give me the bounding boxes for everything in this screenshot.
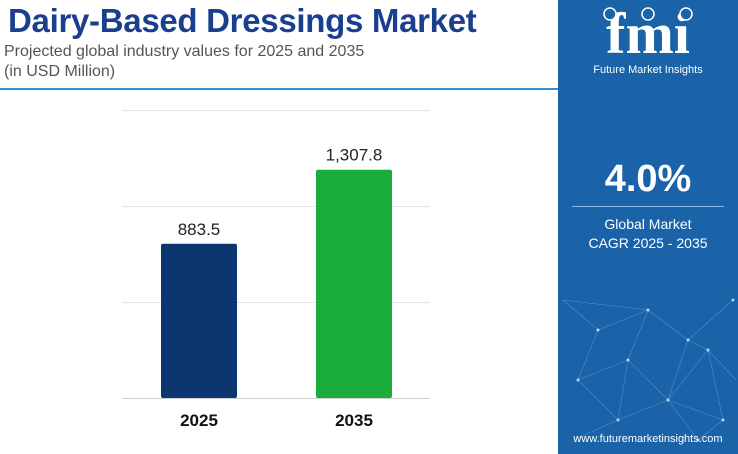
logo-subtitle: Future Market Insights: [593, 64, 703, 76]
title-divider: [0, 88, 558, 90]
chart-title: Dairy-Based Dressings Market: [8, 2, 477, 39]
x-tick-label-2035: 2035: [335, 411, 373, 430]
side-panel: fmi Future Market Insights 4.0% Global M…: [558, 0, 738, 454]
cagr-label-line2: CAGR 2025 - 2035: [588, 235, 708, 251]
cagr-value: 4.0%: [604, 158, 692, 200]
cagr-label-line1: Global Market: [604, 216, 692, 232]
x-tick-label-2025: 2025: [180, 411, 218, 430]
chart-unit-label: (in USD Million): [4, 63, 116, 80]
bar-2025: [161, 243, 237, 398]
website-url[interactable]: www.futuremarketinsights.com: [573, 433, 723, 445]
data-label-2035: 1,307.8: [326, 146, 383, 165]
chart-subtitle: Projected global industry values for 202…: [4, 43, 365, 60]
data-label-2025: 883.5: [178, 220, 221, 239]
fmi-logo: fmi: [603, 6, 693, 58]
bar-chart: 883.5 2025 1,307.8 2035: [122, 110, 430, 430]
network-background-graphic: [562, 298, 737, 442]
bar-2035: [316, 169, 392, 398]
cagr-divider: [572, 206, 724, 207]
